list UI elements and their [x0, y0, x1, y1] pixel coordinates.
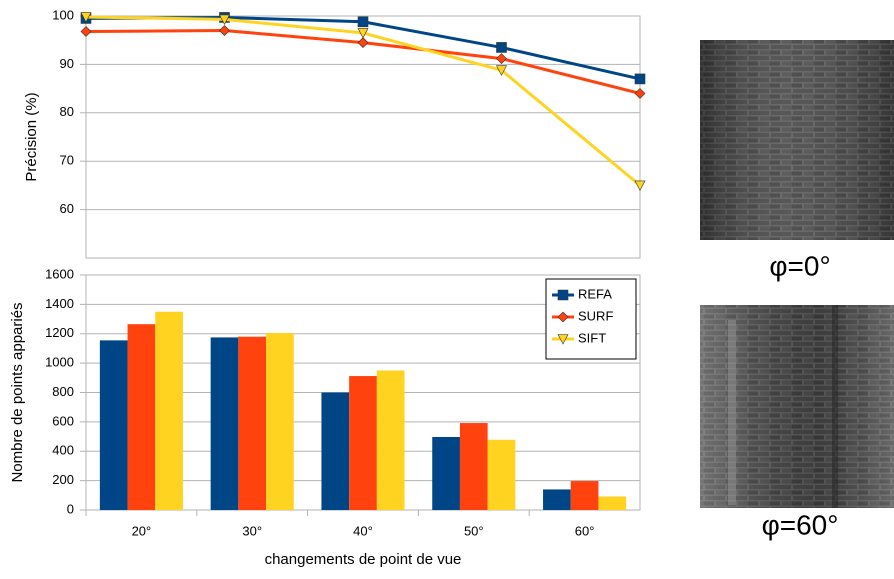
point-marker [219, 14, 230, 26]
bar [99, 340, 128, 510]
point-marker [357, 16, 369, 28]
x-tick-label: 50° [464, 523, 484, 538]
y-axis-label: Nombre de points appariés [9, 302, 26, 482]
point-marker [496, 42, 507, 53]
photo-0deg [700, 40, 894, 240]
image-caption: φ=60° [762, 509, 839, 540]
y-tick-label: 1200 [45, 325, 74, 340]
bar [349, 376, 377, 510]
y-tick-label: 800 [52, 384, 74, 399]
bar [459, 423, 488, 510]
y-tick-label: 1600 [45, 266, 74, 281]
image-caption: φ=0° [769, 250, 830, 281]
y-tick-label: 60 [60, 201, 74, 216]
photo-60deg [700, 305, 894, 508]
point-marker [634, 180, 646, 192]
bar [155, 311, 183, 510]
x-tick-label: 60° [575, 523, 595, 538]
point-marker [80, 12, 92, 23]
y-axis-label: Précision (%) [23, 92, 40, 181]
x-tick-label: 40° [353, 523, 373, 538]
bar [487, 439, 516, 510]
plot-frame [85, 15, 641, 259]
x-tick-label: 30° [242, 523, 262, 538]
bar [238, 336, 267, 510]
x-axis-label: changements de point de vue [265, 551, 462, 568]
bar [543, 489, 571, 510]
bar [376, 370, 405, 510]
y-tick-label: 1000 [45, 355, 74, 370]
y-tick-label: 600 [52, 413, 74, 428]
legend-marker [557, 311, 569, 323]
point-marker [357, 28, 369, 39]
y-tick-label: 100 [52, 7, 74, 22]
y-tick-label: 1400 [45, 296, 74, 311]
point-marker [634, 73, 646, 85]
bar [432, 437, 460, 510]
x-tick-label: 20° [132, 523, 152, 538]
point-marker [496, 53, 507, 65]
y-tick-label: 0 [67, 501, 74, 516]
point-marker [496, 65, 507, 76]
bar [570, 481, 599, 510]
y-tick-label: 80 [60, 104, 74, 119]
bar [210, 337, 239, 510]
point-marker [357, 37, 369, 49]
bar [321, 392, 350, 510]
legend-marker [557, 289, 569, 301]
point-marker [219, 25, 230, 36]
legend-label: REFA [578, 286, 612, 301]
y-tick-label: 90 [60, 56, 74, 71]
y-tick-label: 70 [60, 153, 74, 168]
bar [127, 324, 156, 510]
bar [266, 333, 294, 510]
y-tick-label: 200 [52, 472, 74, 487]
point-marker [80, 26, 92, 37]
point-marker [634, 88, 646, 99]
bar [598, 496, 627, 510]
legend-label: SIFT [578, 330, 606, 345]
legend-marker [557, 334, 569, 345]
legend-label: SURF [578, 308, 613, 323]
y-tick-label: 400 [52, 443, 74, 458]
